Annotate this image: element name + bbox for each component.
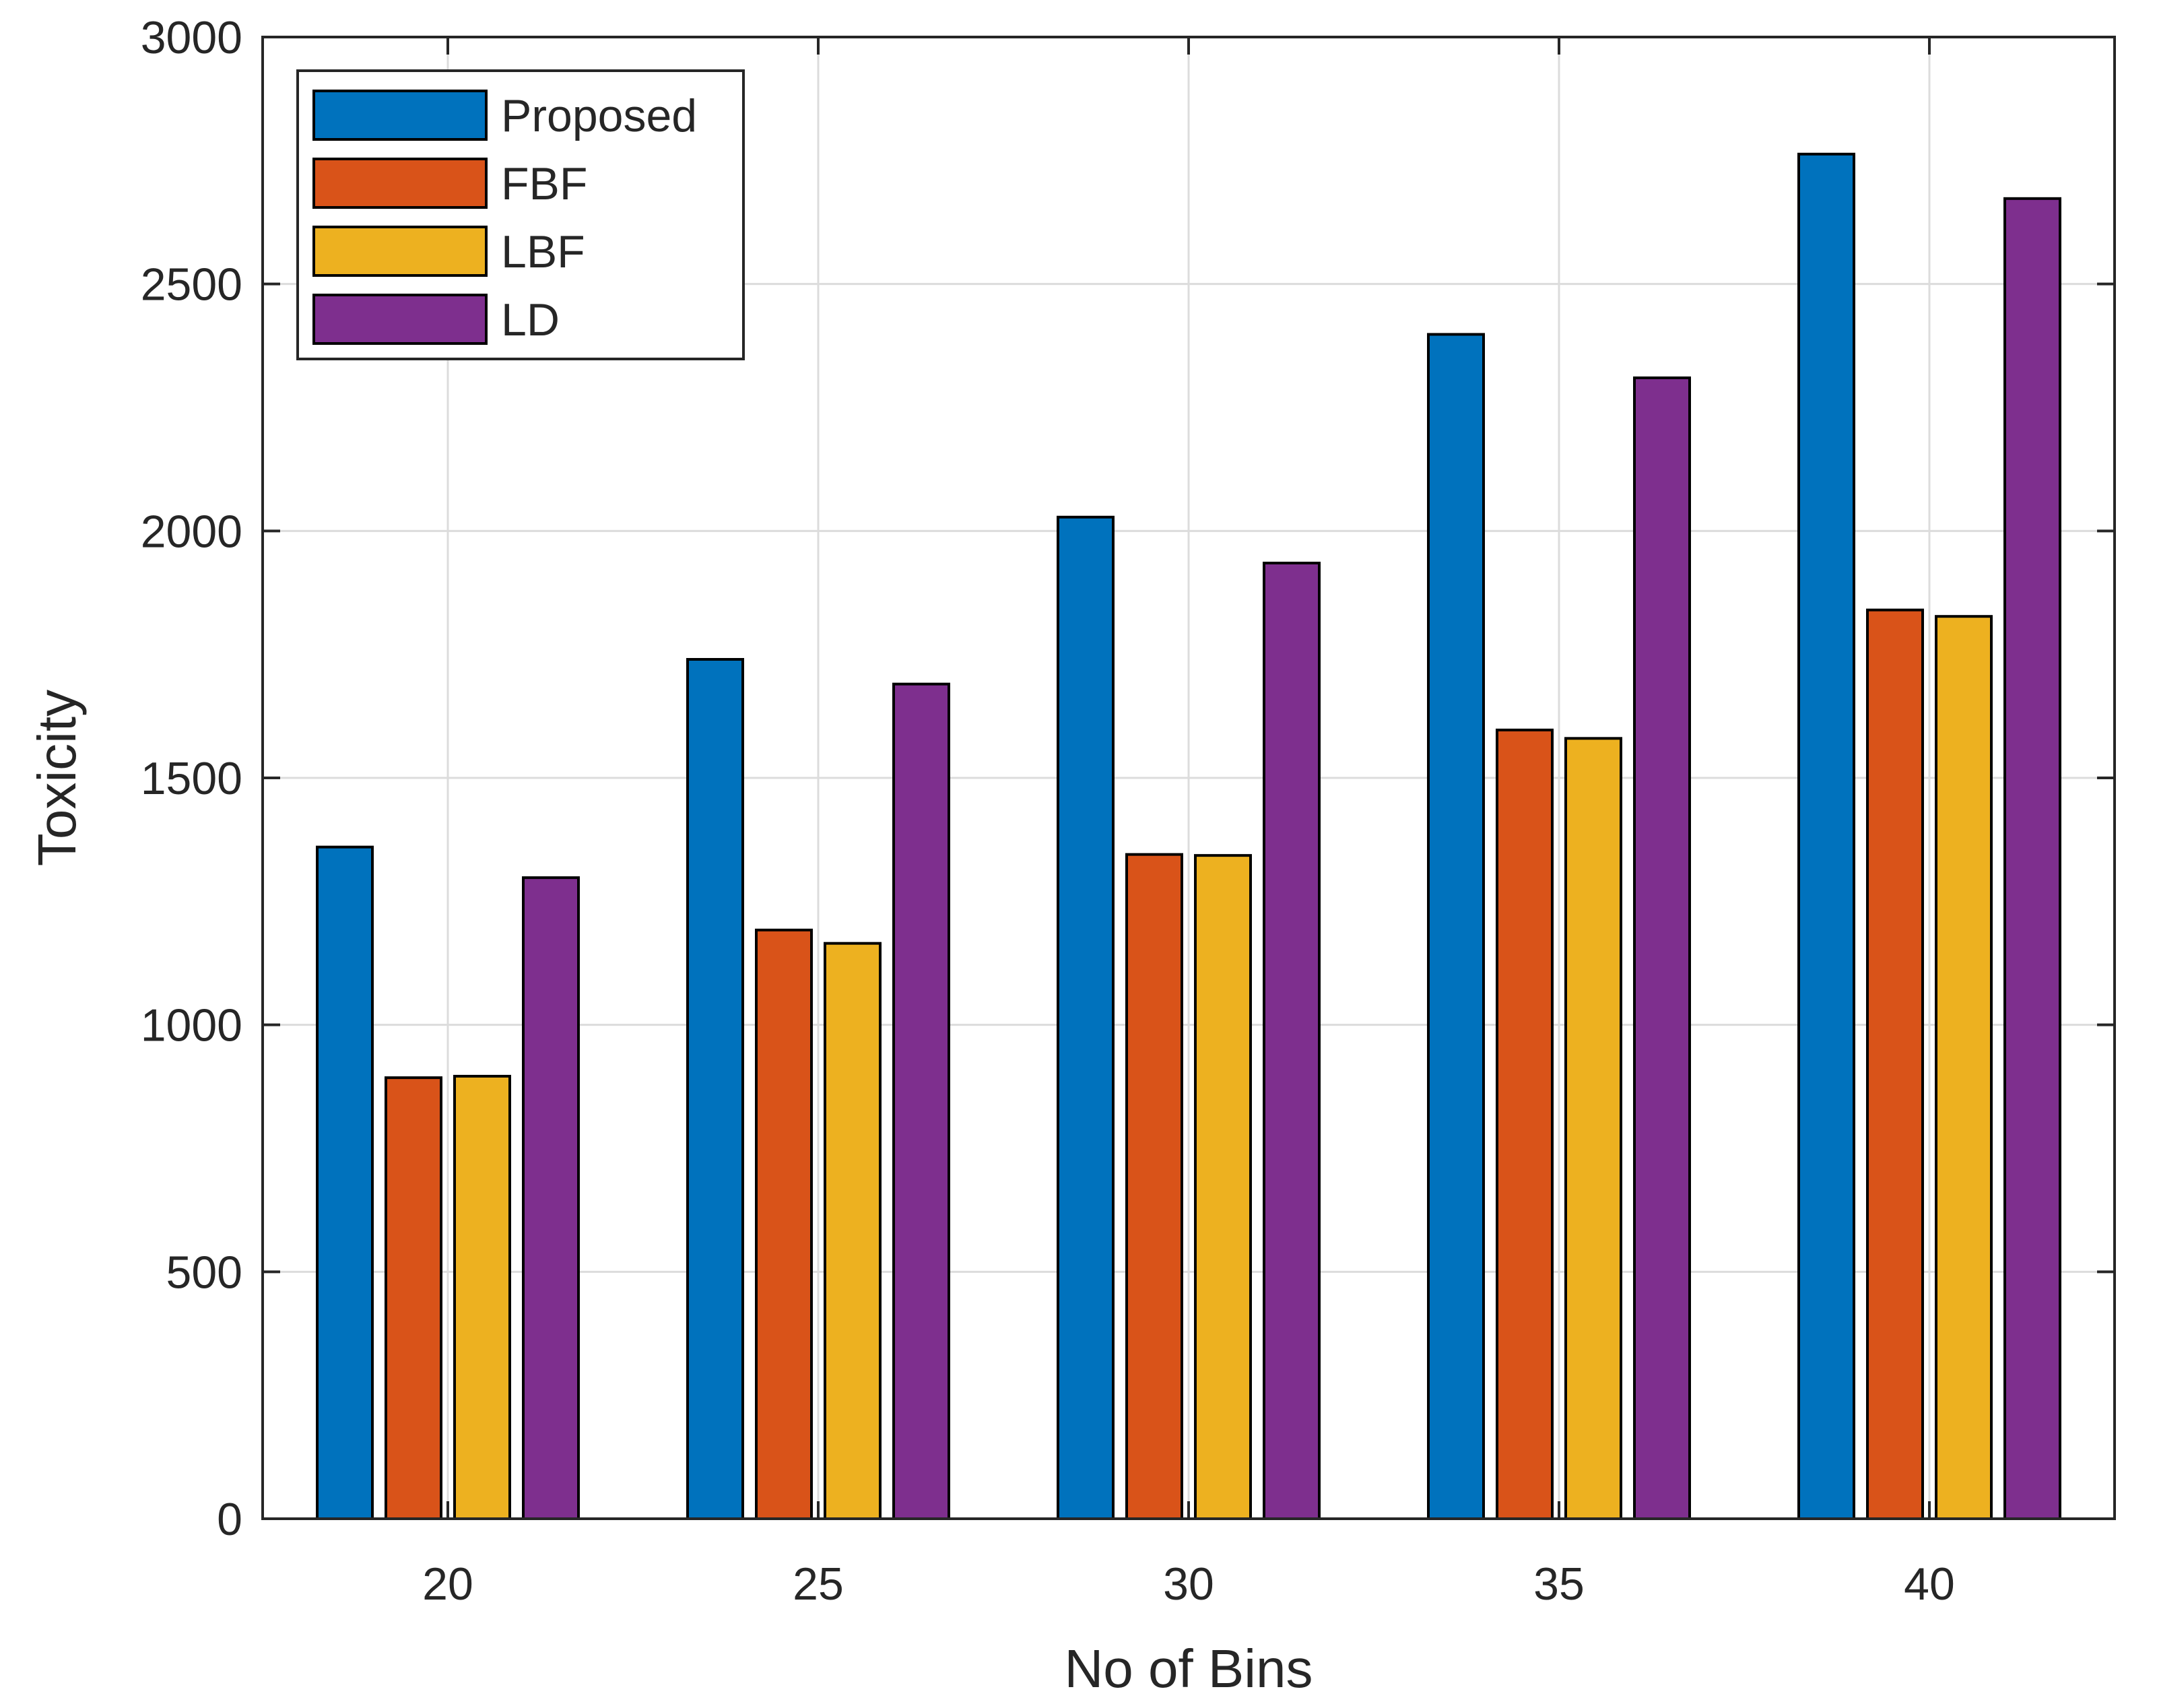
tick-labels: 0 500 1000 1500 2000 2500 3000 20 25 30 35 40 xyxy=(141,12,1955,1610)
y-tick-label: 1000 xyxy=(141,1000,242,1051)
y-tick-label: 2000 xyxy=(141,506,242,557)
x-tick-label: 30 xyxy=(1163,1558,1214,1610)
bar-ld-30 xyxy=(1263,562,1321,1520)
legend-label-fbf: FBF xyxy=(501,158,587,209)
bar-lbf-40 xyxy=(1935,615,1993,1521)
bar-proposed-40 xyxy=(1797,152,1855,1520)
bar-ld-25 xyxy=(892,682,950,1521)
y-tick-label: 0 xyxy=(217,1494,242,1545)
bar-fbf-25 xyxy=(755,928,813,1521)
bar-lbf-25 xyxy=(824,942,882,1520)
legend-swatch-proposed xyxy=(312,90,488,141)
bars xyxy=(316,152,2061,1521)
x-tick-label: 35 xyxy=(1533,1558,1585,1610)
bar-fbf-20 xyxy=(385,1076,442,1520)
legend-swatch-ld xyxy=(312,294,488,345)
bar-proposed-20 xyxy=(316,845,374,1520)
bar-lbf-35 xyxy=(1564,737,1622,1520)
bar-proposed-25 xyxy=(686,658,744,1520)
bar-fbf-30 xyxy=(1125,853,1183,1520)
y-tick-label: 3000 xyxy=(141,12,242,63)
legend: Proposed FBF LBF LD xyxy=(296,69,745,360)
bar-fbf-35 xyxy=(1496,728,1554,1520)
bar-lbf-20 xyxy=(453,1074,511,1520)
legend-swatch-fbf xyxy=(312,158,488,209)
axes xyxy=(261,36,2116,1520)
bar-fbf-40 xyxy=(1866,608,1924,1521)
x-tick-label: 20 xyxy=(422,1558,473,1610)
bar-proposed-30 xyxy=(1057,515,1115,1520)
x-tick-label: 40 xyxy=(1904,1558,1955,1610)
bar-ld-40 xyxy=(2003,197,2061,1520)
legend-label-lbf: LBF xyxy=(501,226,585,277)
y-axis-label: Toxicity xyxy=(27,690,87,866)
y-tick-label: 500 xyxy=(166,1247,242,1298)
y-tick-label: 1500 xyxy=(141,753,242,804)
bar-proposed-35 xyxy=(1427,333,1485,1520)
x-axis-label: No of Bins xyxy=(1064,1639,1313,1699)
bar-ld-35 xyxy=(1633,376,1691,1520)
bar-lbf-30 xyxy=(1194,854,1252,1520)
legend-swatch-lbf xyxy=(312,226,488,277)
x-tick-label: 25 xyxy=(793,1558,844,1610)
legend-label-ld: LD xyxy=(501,294,560,346)
bar-ld-20 xyxy=(522,876,580,1520)
y-tick-label: 2500 xyxy=(141,259,242,310)
legend-label-proposed: Proposed xyxy=(501,90,697,141)
